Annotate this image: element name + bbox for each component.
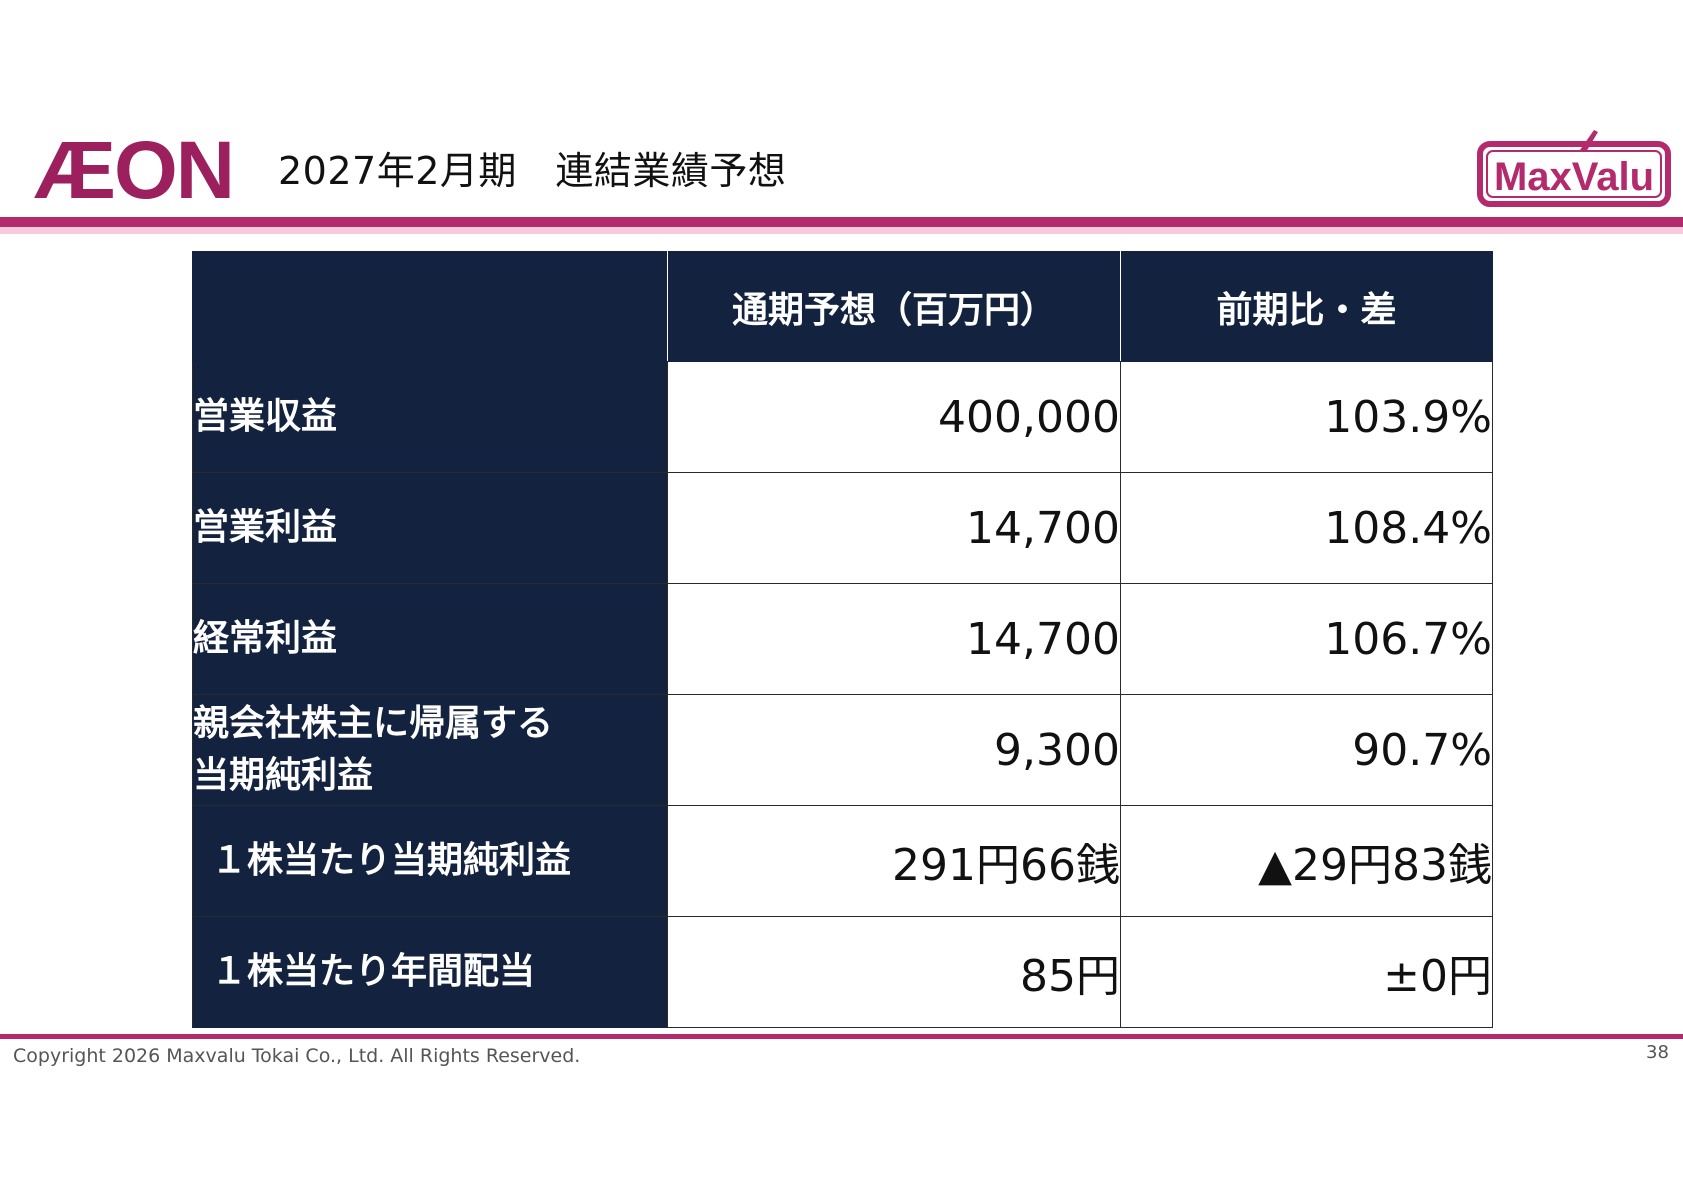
row-label-line2: 当期純利益 — [193, 755, 374, 796]
copyright-text: Copyright 2026 Maxvalu Tokai Co., Ltd. A… — [13, 1045, 581, 1067]
row-label: 経常利益 — [192, 583, 668, 695]
header-cell-forecast: 通期予想（百万円） — [667, 251, 1121, 362]
row-label: 営業利益 — [192, 472, 668, 584]
forecast-value: 9,300 — [667, 694, 1121, 806]
table-row: 経常利益 14,700 106.7% — [192, 583, 1493, 695]
table-row: 営業収益 400,000 103.9% — [192, 361, 1493, 473]
row-label-line1: 親会社株主に帰属する — [193, 702, 554, 744]
header-divider — [0, 217, 1683, 227]
earnings-forecast-table: 通期予想（百万円） 前期比・差 営業収益 400,000 103.9% 営業利益… — [192, 251, 1493, 1028]
footer-divider — [0, 1034, 1683, 1039]
change-value: 90.7% — [1120, 694, 1493, 806]
table-header-row: 通期予想（百万円） 前期比・差 — [192, 251, 1493, 362]
forecast-value: 14,700 — [667, 472, 1121, 584]
page-number: 38 — [1646, 1042, 1669, 1063]
change-value: ±0円 — [1120, 916, 1493, 1028]
row-label-two-line: 親会社株主に帰属する 当期純利益 — [192, 694, 668, 806]
maxvalu-logo-text: MaxValu — [1494, 155, 1654, 199]
aeon-logo: ÆON — [34, 132, 250, 204]
table-row: 親会社株主に帰属する 当期純利益 9,300 90.7% — [192, 694, 1493, 806]
change-value: 106.7% — [1120, 583, 1493, 695]
change-value: 108.4% — [1120, 472, 1493, 584]
row-label: 営業収益 — [192, 361, 668, 473]
maxvalu-logo: MaxValu — [1476, 128, 1674, 210]
table-row: １株当たり年間配当 85円 ±0円 — [192, 916, 1493, 1028]
page-title: 2027年2月期 連結業績予想 — [278, 149, 787, 193]
change-value: ▲29円83銭 — [1120, 805, 1493, 917]
row-label: １株当たり年間配当 — [192, 916, 668, 1028]
forecast-value: 291円66銭 — [667, 805, 1121, 917]
table-row: １株当たり当期純利益 291円66銭 ▲29円83銭 — [192, 805, 1493, 917]
header-cell-empty — [192, 251, 668, 362]
forecast-value: 85円 — [667, 916, 1121, 1028]
forecast-value: 14,700 — [667, 583, 1121, 695]
header-divider-light — [0, 227, 1683, 234]
forecast-value: 400,000 — [667, 361, 1121, 473]
change-value: 103.9% — [1120, 361, 1493, 473]
aeon-logo-text: ÆON — [34, 132, 233, 204]
row-label: １株当たり当期純利益 — [192, 805, 668, 917]
header-cell-change: 前期比・差 — [1120, 251, 1493, 362]
table-row: 営業利益 14,700 108.4% — [192, 472, 1493, 584]
